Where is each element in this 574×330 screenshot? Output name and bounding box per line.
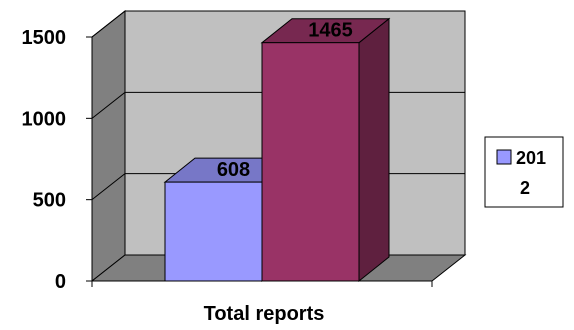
y-tick-labels: 0 500 1000 1500: [22, 27, 67, 293]
side-wall: [91, 9, 126, 283]
bars: [163, 17, 391, 283]
bar-side: [358, 17, 390, 283]
data-label: 608: [217, 159, 250, 181]
legend-swatch: [496, 149, 512, 165]
y-tick-label: 1000: [22, 108, 67, 130]
y-tick-label: 500: [33, 190, 66, 212]
legend-label-line2: 2: [520, 178, 530, 198]
bar-front: [261, 42, 360, 282]
legend: 201 2: [484, 136, 564, 208]
x-axis-label: Total reports: [204, 303, 325, 325]
data-label: 1465: [308, 20, 353, 42]
gridline: [91, 10, 465, 38]
y-tick-label: 0: [55, 271, 66, 293]
legend-box: [484, 136, 564, 208]
bar-front: [164, 181, 263, 282]
legend-label-line1: 201: [516, 148, 546, 168]
y-tick-label: 1500: [22, 27, 67, 49]
data-labels: 608 1465: [217, 20, 353, 181]
